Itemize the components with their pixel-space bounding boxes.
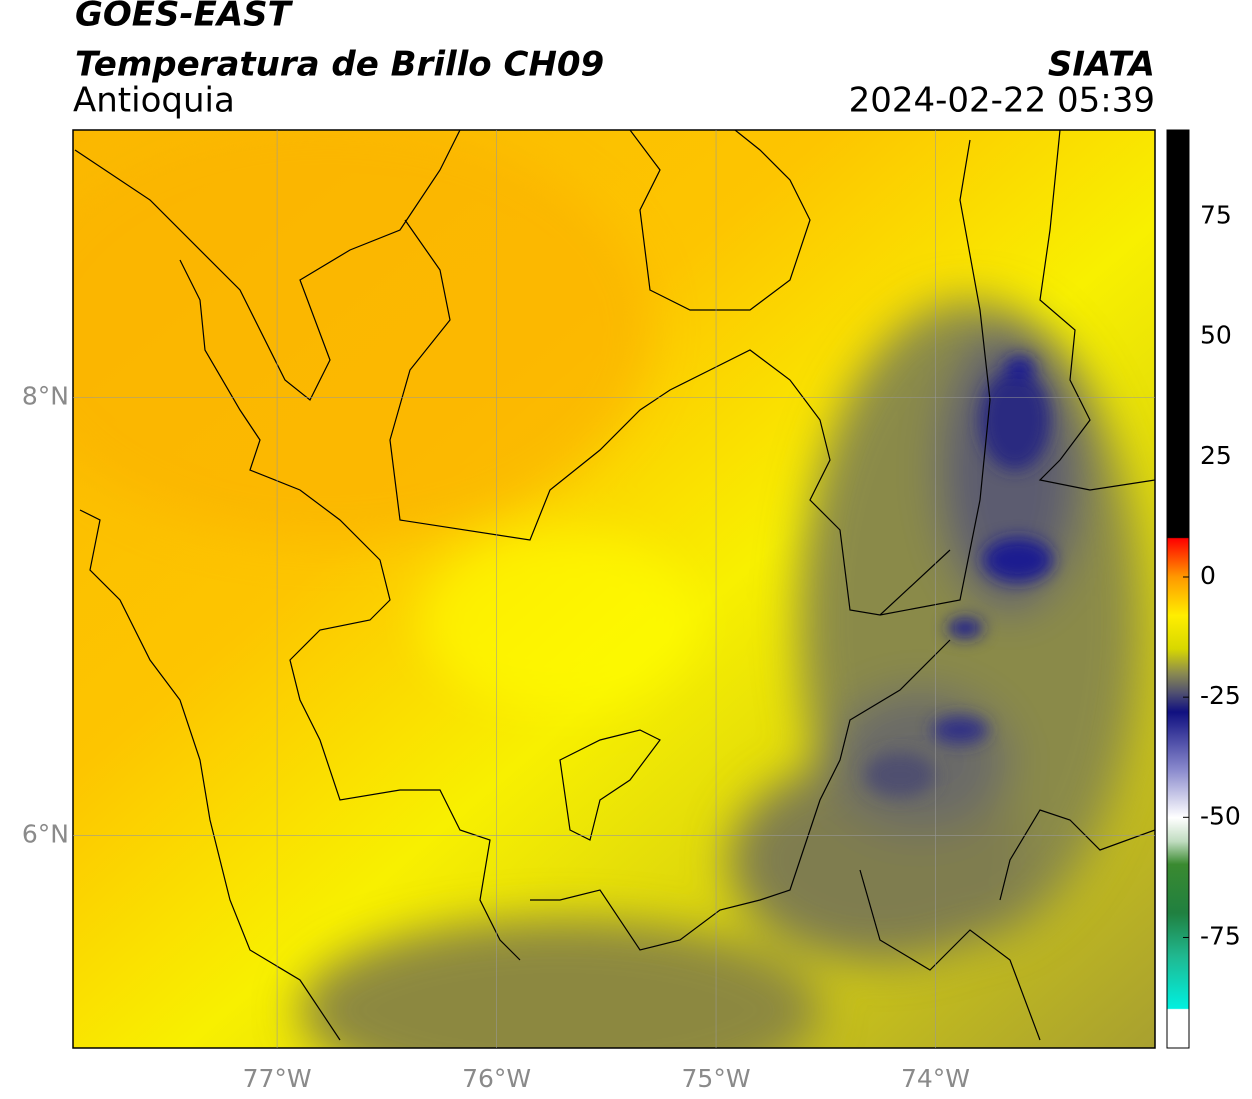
- source: SIATA: [1048, 45, 1155, 85]
- colorbar: [1166, 129, 1190, 1049]
- colorbar-tick-label: -50: [1200, 801, 1241, 830]
- colorbar-tick-label: 0: [1200, 561, 1216, 590]
- region: Antioquia: [73, 81, 235, 121]
- subtitle: Temperatura de Brillo CH09: [75, 45, 604, 85]
- colorbar-tick-label: -25: [1200, 681, 1241, 710]
- title: GOES-EAST: [75, 0, 294, 35]
- map-image: [73, 130, 1155, 1048]
- x-tick-label: 77°W: [243, 1064, 312, 1093]
- y-tick-label: 8°N: [22, 381, 69, 410]
- colorbar-tick-label: 75: [1200, 201, 1232, 230]
- x-tick-label: 76°W: [462, 1064, 531, 1093]
- datetime: 2024-02-22 05:39: [849, 81, 1155, 121]
- y-tick-label: 6°N: [22, 819, 69, 848]
- x-tick-label: 75°W: [682, 1064, 751, 1093]
- colorbar-tick-label: -75: [1200, 921, 1241, 950]
- map-frame: [72, 129, 1156, 1049]
- colorbar-tick-label: 25: [1200, 441, 1232, 470]
- colorbar-tick-label: 50: [1200, 321, 1232, 350]
- x-tick-label: 74°W: [901, 1064, 970, 1093]
